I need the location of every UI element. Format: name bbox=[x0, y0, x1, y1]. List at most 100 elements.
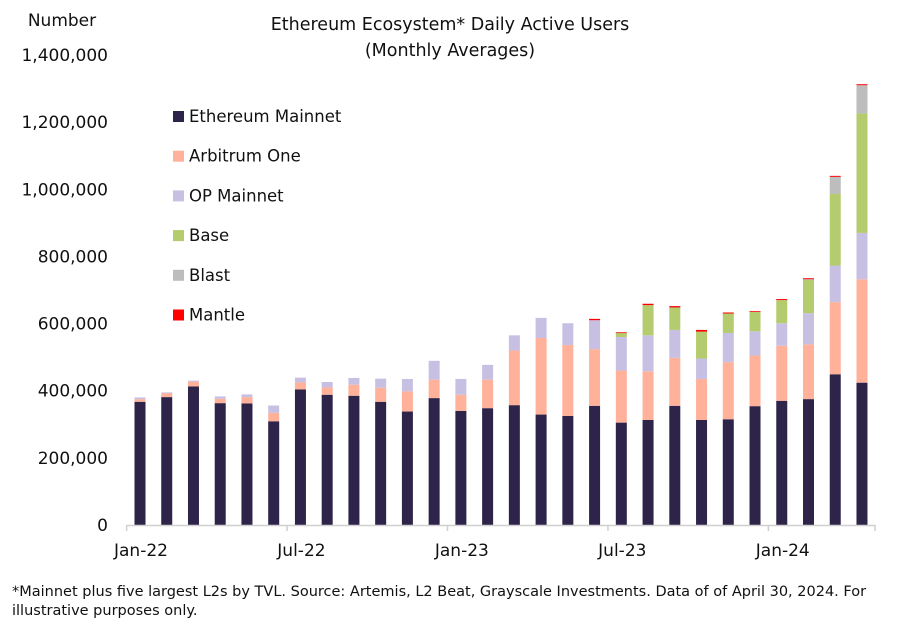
y-tick-label: 800,000 bbox=[38, 247, 108, 267]
bar-segment-mantle bbox=[776, 299, 788, 301]
bar-segment-ethereum-mainnet bbox=[508, 405, 520, 525]
bar-segment-op-mainnet bbox=[214, 396, 226, 399]
bar-segment-ethereum-mainnet bbox=[642, 419, 654, 525]
legend-swatch bbox=[173, 150, 184, 162]
y-tick-label: 1,200,000 bbox=[21, 113, 108, 133]
bar-segment-base bbox=[776, 300, 788, 324]
bar-segment-mantle bbox=[803, 278, 814, 280]
bar-segment-arbitrum-one bbox=[669, 357, 681, 406]
bar-segment-ethereum-mainnet bbox=[455, 410, 467, 525]
bar-segment-op-mainnet bbox=[455, 378, 467, 395]
bar-segment-op-mainnet bbox=[508, 335, 520, 351]
bar-segment-ethereum-mainnet bbox=[348, 395, 360, 525]
bar-segment-op-mainnet bbox=[776, 323, 788, 346]
bar-segment-arbitrum-one bbox=[428, 379, 440, 399]
bar-segment-arbitrum-one bbox=[134, 399, 146, 402]
bar-segment-op-mainnet bbox=[615, 337, 627, 371]
y-tick-label: 0 bbox=[97, 516, 108, 536]
bar-segment-arbitrum-one bbox=[829, 302, 841, 375]
x-tick-label: Jan-23 bbox=[434, 541, 489, 561]
legend-label: OP Mainnet bbox=[189, 186, 284, 205]
y-tick-label: 1,000,000 bbox=[21, 180, 108, 200]
bar-segment-arbitrum-one bbox=[187, 381, 199, 387]
bar-segment-arbitrum-one bbox=[749, 355, 761, 407]
legend-swatch bbox=[173, 111, 184, 122]
bar-segment-ethereum-mainnet bbox=[375, 401, 387, 525]
bar-segment-mantle bbox=[722, 312, 734, 314]
bar-segment-ethereum-mainnet bbox=[401, 411, 413, 525]
bar-segment-arbitrum-one bbox=[562, 345, 574, 416]
x-axis: Jan-22 Jul-22 Jan-23 Jul-23 Jan-24 bbox=[113, 524, 876, 561]
bar-segment-blast bbox=[856, 85, 868, 114]
bar-segment-op-mainnet bbox=[642, 335, 654, 372]
bar-segment-ethereum-mainnet bbox=[535, 414, 547, 525]
bar-segment-ethereum-mainnet bbox=[829, 374, 841, 525]
bar-segment-arbitrum-one bbox=[482, 379, 494, 409]
bar-segment-ethereum-mainnet bbox=[776, 400, 788, 525]
bar-segment-ethereum-mainnet bbox=[241, 403, 253, 525]
legend: Ethereum Mainnet Arbitrum One OP Mainnet Ba… bbox=[173, 107, 342, 325]
bar-segment-op-mainnet bbox=[829, 265, 841, 303]
bar-segment-op-mainnet bbox=[241, 394, 253, 398]
bar-segment-ethereum-mainnet bbox=[268, 421, 280, 525]
x-tick-label: Jan-22 bbox=[113, 541, 168, 561]
y-tick-label: 1,400,000 bbox=[21, 46, 108, 66]
bar-segment-base bbox=[669, 307, 681, 330]
bar-segment-ethereum-mainnet bbox=[749, 406, 761, 525]
legend-swatch bbox=[173, 269, 184, 281]
bar-segment-op-mainnet bbox=[161, 392, 173, 394]
bar-segment-op-mainnet bbox=[803, 313, 814, 345]
bar-segment-mantle bbox=[856, 84, 868, 86]
bar-segment-op-mainnet bbox=[375, 378, 387, 388]
bar-segment-arbitrum-one bbox=[615, 370, 627, 423]
bar-segment-base bbox=[722, 313, 734, 333]
bar-segment-mantle bbox=[615, 332, 627, 334]
y-axis: 0 200,000 400,000 600,000 800,000 1,000,000 1,… bbox=[21, 46, 108, 536]
bar-segment-arbitrum-one bbox=[161, 393, 173, 398]
bar-segment-ethereum-mainnet bbox=[161, 397, 173, 525]
bar-segment-mantle bbox=[589, 318, 601, 321]
bar-segment-ethereum-mainnet bbox=[134, 401, 146, 525]
bar-segment-ethereum-mainnet bbox=[696, 419, 708, 525]
bar-segment-arbitrum-one bbox=[776, 345, 788, 401]
chart-subtitle: (Monthly Averages) bbox=[365, 41, 535, 61]
bar-segment-base bbox=[615, 332, 627, 337]
bar-segment-blast bbox=[829, 176, 841, 194]
bar-segment-base bbox=[856, 113, 868, 233]
bar-segment-mantle bbox=[642, 303, 654, 306]
legend-label: Blast bbox=[189, 266, 231, 285]
bar-segment-ethereum-mainnet bbox=[856, 382, 868, 525]
bar-segment-op-mainnet bbox=[856, 232, 868, 280]
bar-segment-arbitrum-one bbox=[722, 362, 734, 420]
bar-segment-arbitrum-one bbox=[455, 394, 467, 411]
legend-label: Arbitrum One bbox=[189, 147, 301, 166]
y-tick-label: 600,000 bbox=[38, 315, 108, 335]
bar-segment-mantle bbox=[829, 175, 841, 177]
bar-segment-op-mainnet bbox=[428, 360, 440, 380]
bar-segment-ethereum-mainnet bbox=[187, 386, 199, 525]
y-axis-label: Number bbox=[28, 11, 96, 31]
bar-segment-arbitrum-one bbox=[214, 398, 226, 404]
bar-segment-op-mainnet bbox=[268, 405, 280, 413]
legend-label: Base bbox=[189, 226, 229, 245]
bar-segment-ethereum-mainnet bbox=[214, 403, 226, 525]
chart-title: Ethereum Ecosystem* Daily Active Users bbox=[271, 15, 630, 35]
bar-segment-ethereum-mainnet bbox=[803, 399, 814, 525]
bar-segment-arbitrum-one bbox=[589, 349, 601, 406]
bar-segment-arbitrum-one bbox=[375, 387, 387, 402]
bar-segment-arbitrum-one bbox=[696, 378, 708, 420]
bar-segment-op-mainnet bbox=[749, 331, 761, 356]
legend-swatch bbox=[173, 230, 184, 242]
bar-segment-op-mainnet bbox=[669, 329, 681, 358]
bar-segment-arbitrum-one bbox=[321, 387, 333, 395]
bar-segment-arbitrum-one bbox=[294, 382, 306, 390]
bar-segment-base bbox=[749, 311, 761, 332]
bar-segment-op-mainnet bbox=[589, 320, 601, 350]
bar-segment-blast bbox=[803, 279, 814, 281]
bar-segment-base bbox=[803, 279, 814, 314]
bar-segment-op-mainnet bbox=[294, 377, 306, 383]
y-tick-label: 200,000 bbox=[38, 449, 108, 469]
bars bbox=[134, 84, 868, 525]
bar-segment-ethereum-mainnet bbox=[321, 394, 333, 525]
bar-segment-arbitrum-one bbox=[348, 384, 360, 396]
